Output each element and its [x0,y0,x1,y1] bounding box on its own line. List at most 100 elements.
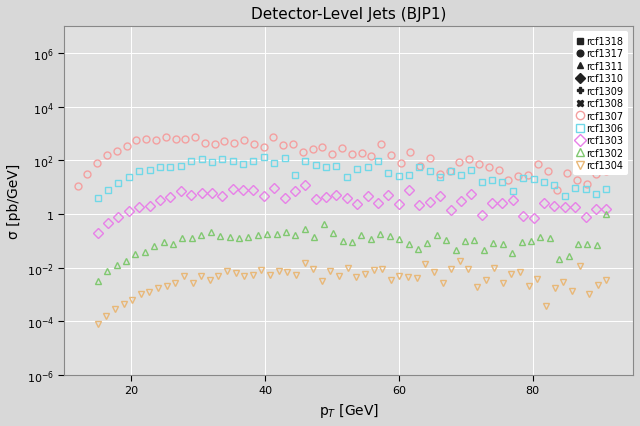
X-axis label: p$_T$ [GeV]: p$_T$ [GeV] [319,401,379,419]
rcf1304 [456,259,463,264]
rcf1303 [415,202,423,207]
rcf1303 [250,188,257,193]
rcf1306 [488,178,496,184]
rcf1303 [218,193,226,199]
rcf1303 [156,198,164,203]
rcf1306 [478,180,486,185]
rcf1307 [593,172,600,177]
rcf1303 [385,193,392,199]
rcf1306 [395,173,403,178]
rcf1306 [301,159,309,164]
rcf1306 [291,173,299,178]
rcf1307 [280,143,287,148]
rcf1307 [602,169,610,174]
rcf1306 [353,167,361,172]
rcf1303 [530,216,538,221]
rcf1303 [436,194,444,199]
rcf1303 [447,208,454,213]
rcf1306 [125,175,132,180]
rcf1303 [281,196,289,201]
rcf1302 [282,230,290,235]
rcf1306 [436,176,444,181]
rcf1303 [374,201,382,206]
rcf1306 [592,192,600,197]
rcf1306 [550,183,558,188]
rcf1306 [250,159,257,164]
rcf1304 [241,274,248,279]
rcf1306 [239,162,247,167]
rcf1303 [177,189,184,194]
rcf1303 [457,199,465,204]
rcf1303 [136,204,143,210]
rcf1306 [374,159,382,164]
rcf1303 [125,209,132,214]
rcf1304 [180,274,188,279]
rcf1306 [136,170,143,175]
rcf1306 [333,164,340,169]
rcf1303 [561,205,568,210]
rcf1304 [602,278,610,283]
rcf1304 [266,273,274,278]
Legend: rcf1318, rcf1317, rcf1311, rcf1310, rcf1309, rcf1308, rcf1307, rcf1306, rcf1303,: rcf1318, rcf1317, rcf1311, rcf1310, rcf1… [573,32,628,176]
rcf1306 [426,169,434,174]
rcf1303 [291,189,299,194]
rcf1303 [333,193,340,198]
rcf1306 [322,165,330,170]
rcf1306 [602,187,610,192]
rcf1303 [572,205,579,210]
rcf1303 [270,186,278,191]
rcf1306 [540,180,548,185]
rcf1304 [413,276,420,281]
rcf1303 [592,207,600,212]
rcf1306 [281,156,289,161]
rcf1303 [364,194,371,199]
rcf1306 [94,196,102,201]
rcf1303 [188,193,195,198]
rcf1306 [364,165,371,170]
rcf1307 [182,137,189,142]
rcf1303 [239,188,247,193]
rcf1303 [312,196,319,201]
rcf1303 [343,196,351,201]
rcf1306 [582,187,589,192]
rcf1306 [467,168,475,173]
rcf1306 [188,158,195,164]
rcf1303 [115,215,122,220]
rcf1303 [104,221,112,226]
rcf1302 [602,212,610,217]
Line: rcf1302: rcf1302 [94,211,610,285]
rcf1303 [208,191,216,196]
rcf1306 [520,176,527,181]
rcf1303 [582,215,589,220]
rcf1306 [530,177,538,182]
rcf1302 [546,236,554,241]
rcf1302 [216,234,224,239]
rcf1303 [488,201,496,206]
rcf1304 [223,269,231,274]
rcf1306 [177,164,184,169]
rcf1306 [385,171,392,176]
rcf1306 [343,175,351,180]
rcf1307 [162,135,170,140]
rcf1306 [218,157,226,162]
rcf1302 [593,242,601,248]
rcf1303 [228,187,236,192]
rcf1306 [572,186,579,191]
rcf1303 [166,196,174,201]
rcf1303 [540,201,548,207]
rcf1303 [520,214,527,219]
rcf1306 [115,181,122,186]
rcf1303 [499,201,506,206]
rcf1306 [146,168,154,173]
rcf1303 [602,207,610,212]
rcf1302 [150,244,158,249]
rcf1303 [260,194,268,199]
rcf1306 [260,155,268,161]
rcf1306 [405,173,413,178]
rcf1306 [561,194,568,199]
rcf1306 [198,157,205,162]
rcf1303 [322,195,330,200]
rcf1303 [301,183,309,188]
rcf1306 [447,170,454,175]
rcf1306 [104,188,112,193]
